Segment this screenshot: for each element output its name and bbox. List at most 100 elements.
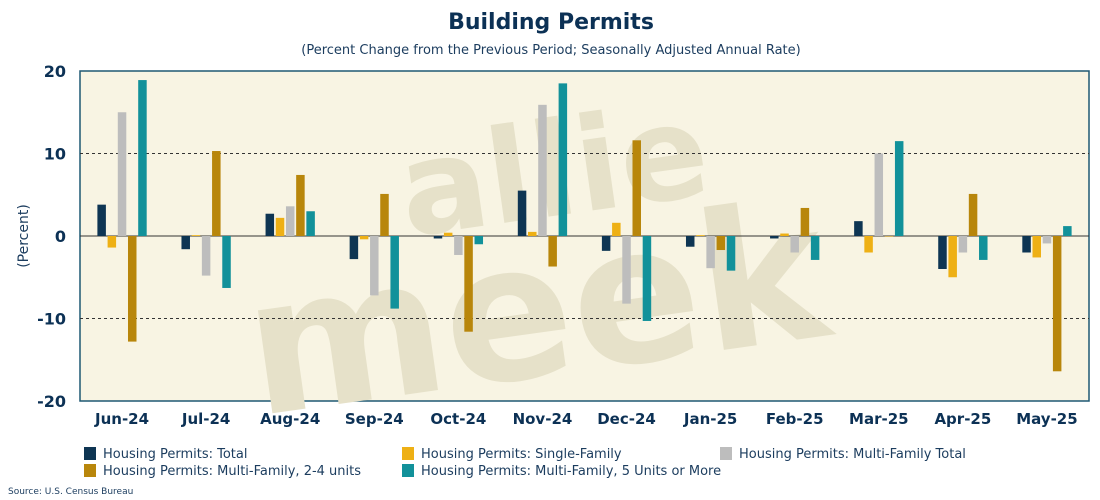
bar [538, 104, 547, 236]
bar [706, 236, 715, 269]
bar [201, 236, 211, 276]
x-tick-label: Oct-24 [430, 410, 486, 428]
x-tick-label: Sep-24 [345, 410, 404, 428]
bar [716, 236, 726, 251]
bar [685, 236, 695, 247]
x-tick-label: May-25 [1016, 410, 1077, 428]
legend-label: Housing Permits: Multi-Family, 2-4 units [103, 464, 361, 479]
bar [517, 190, 527, 236]
legend-item: Housing Permits: Total [84, 447, 248, 462]
bar [854, 221, 863, 236]
chart-subtitle: (Percent Change from the Previous Period… [301, 43, 800, 58]
bar [390, 236, 399, 309]
bar [864, 236, 873, 253]
bar [884, 236, 894, 237]
bar [548, 236, 557, 267]
bar [770, 236, 779, 239]
bar [443, 232, 453, 236]
bar [810, 236, 820, 260]
bar [780, 233, 789, 236]
legend: Housing Permits: Total Housing Permits: S… [84, 447, 966, 479]
legend-item: Housing Permits: Multi-Family, 5 Units o… [402, 464, 721, 479]
bar [1022, 236, 1031, 253]
bar [800, 207, 810, 236]
x-tick-label: Apr-25 [934, 410, 991, 428]
bar [222, 236, 231, 288]
bar [612, 222, 621, 236]
bar [632, 140, 641, 236]
y-axis-label: (Percent) [16, 204, 32, 268]
bar [958, 236, 968, 253]
y-tick-label: 20 [44, 62, 66, 81]
bar [275, 217, 285, 236]
y-axis: 20 10 0 -10 -20 [37, 62, 66, 411]
legend-swatch [402, 447, 414, 460]
bar [117, 112, 127, 236]
y-tick-label: 0 [55, 227, 66, 246]
x-tick-label: Dec-24 [597, 410, 656, 428]
bar [296, 174, 305, 236]
x-tick-label: Jul-24 [181, 410, 231, 428]
legend-swatch [84, 447, 96, 460]
bar [696, 235, 705, 236]
x-tick-label: Jun-24 [94, 410, 149, 428]
y-tick-label: -20 [37, 392, 66, 411]
legend-label: Housing Permits: Single-Family [421, 447, 622, 462]
bars-layer [97, 80, 1072, 372]
bar [349, 236, 359, 260]
y-tick-label: -10 [37, 310, 66, 329]
bar [138, 80, 147, 236]
bar [1063, 226, 1072, 236]
bar [107, 236, 117, 248]
gridlines [80, 153, 1089, 319]
bar [265, 213, 275, 236]
bar [370, 236, 379, 296]
legend-swatch [402, 464, 414, 477]
bar [601, 236, 611, 251]
bar [558, 83, 568, 236]
bar [726, 236, 736, 271]
legend-swatch [84, 464, 96, 477]
bar [433, 236, 443, 239]
bar [874, 153, 884, 236]
bar [464, 236, 473, 332]
source-note: Source: U.S. Census Bureau [8, 487, 133, 497]
bar [622, 236, 631, 304]
bar [979, 236, 988, 260]
x-tick-label: Mar-25 [849, 410, 909, 428]
bar [181, 236, 190, 250]
y-tick-label: 10 [44, 145, 66, 164]
bar [380, 193, 389, 236]
bar [1042, 236, 1052, 244]
legend-label: Housing Permits: Multi-Family, 5 Units o… [421, 464, 721, 479]
bar [948, 236, 957, 278]
bar [127, 236, 137, 342]
bar [285, 206, 295, 236]
bar [1052, 236, 1062, 372]
x-tick-label: Feb-25 [766, 410, 824, 428]
legend-label: Housing Permits: Total [103, 447, 248, 462]
x-tick-label: Nov-24 [513, 410, 573, 428]
bar [212, 151, 221, 236]
bar [97, 204, 106, 236]
bar [454, 236, 463, 255]
bar [642, 236, 652, 321]
bar [938, 236, 947, 269]
x-tick-label: Aug-24 [260, 410, 320, 428]
bar [191, 235, 201, 236]
legend-item: Housing Permits: Single-Family [402, 447, 622, 462]
legend-label: Housing Permits: Multi-Family Total [739, 447, 966, 462]
bar [968, 193, 978, 236]
chart-title: Building Permits [448, 10, 654, 35]
x-tick-label: Jan-25 [683, 410, 737, 428]
legend-swatch [720, 447, 732, 460]
bar [790, 236, 799, 253]
bar [1032, 236, 1042, 258]
legend-item: Housing Permits: Multi-Family, 2-4 units [84, 464, 361, 479]
bar [894, 141, 904, 236]
x-axis: Jun-24 Jul-24 Aug-24 Sep-24 Oct-24 Nov-24 Dec-… [94, 410, 1078, 428]
bar [528, 231, 537, 236]
bar [359, 236, 369, 240]
bar [474, 236, 484, 245]
